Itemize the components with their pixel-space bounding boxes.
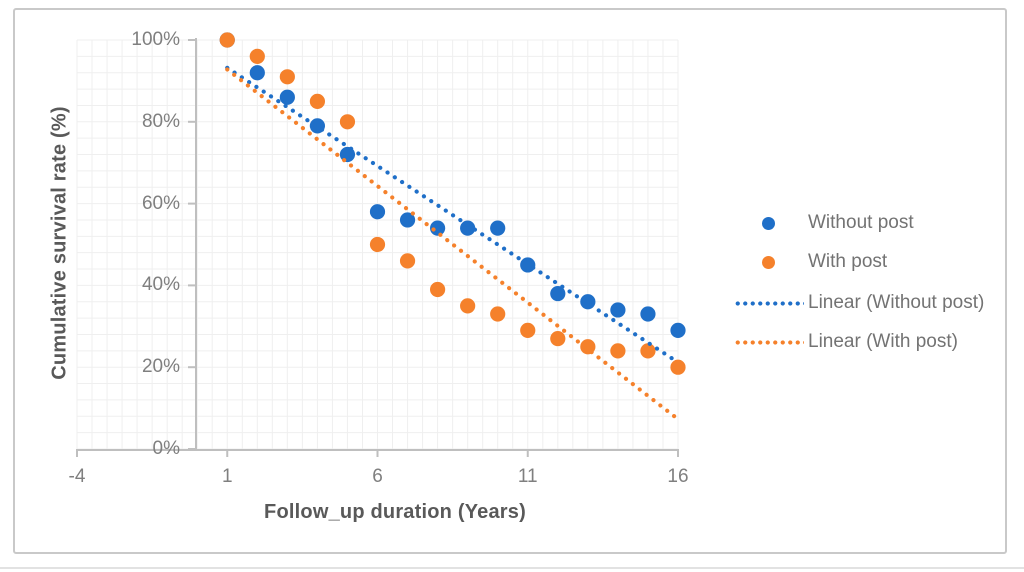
- data-point: [520, 257, 536, 273]
- y-axis-title: Cumulative survival rate (%): [48, 106, 71, 380]
- data-point: [249, 65, 265, 81]
- series-dot-icon: [762, 255, 775, 269]
- data-point: [550, 285, 566, 302]
- y-tick-label: 80%: [141, 110, 180, 132]
- data-point: [610, 302, 626, 318]
- data-point: [430, 220, 446, 236]
- legend-marker-col: [729, 300, 808, 306]
- data-point: [670, 322, 686, 338]
- y-tick-label: 40%: [141, 274, 180, 296]
- y-tick-label: 60%: [141, 192, 180, 214]
- chart-frame: [13, 8, 1007, 554]
- legend-marker-col: [729, 216, 808, 230]
- y-tick-label: 20%: [141, 356, 180, 378]
- x-tick-label: 16: [667, 466, 689, 487]
- y-tick-label: 0%: [152, 438, 180, 459]
- x-tick-label: 1: [221, 466, 233, 487]
- data-point: [490, 306, 506, 322]
- page-edge-line: [0, 567, 1024, 569]
- trendline: [225, 65, 681, 365]
- data-point: [640, 343, 656, 359]
- x-tick-label: 6: [372, 466, 383, 487]
- data-point: [219, 32, 235, 48]
- data-point: [249, 48, 265, 64]
- legend-label: Linear (Without post): [808, 292, 985, 313]
- data-point: [399, 253, 416, 269]
- data-point: [279, 89, 295, 105]
- axes: [76, 38, 679, 457]
- data-point: [309, 93, 325, 109]
- data-point: [369, 236, 386, 253]
- legend: Without post With post Linear (Without p…: [729, 0, 1009, 400]
- data-point: [520, 322, 536, 338]
- legend-label: Without post: [808, 212, 914, 233]
- legend-item-with-post: With post: [729, 249, 887, 275]
- data-point: [460, 298, 476, 314]
- data-point: [369, 204, 386, 220]
- x-tick-label: -4: [68, 466, 86, 487]
- legend-marker-col: [729, 255, 808, 269]
- data-point: [550, 330, 566, 347]
- legend-item-without-post: Without post: [729, 210, 914, 236]
- data-point: [279, 69, 295, 85]
- legend-item-linear-with-post: Linear (With post): [729, 329, 958, 355]
- data-point: [670, 359, 686, 375]
- data-point: [490, 220, 506, 236]
- data-point: [460, 220, 476, 236]
- data-point: [430, 281, 446, 298]
- data-point: [399, 212, 416, 228]
- legend-label: Linear (With post): [808, 331, 958, 352]
- legend-item-linear-without-post: Linear (Without post): [729, 290, 984, 316]
- dotted-line-icon: [733, 339, 804, 345]
- series-dot-icon: [762, 216, 775, 230]
- data-point: [610, 343, 626, 359]
- legend-label: With post: [808, 251, 888, 272]
- x-axis-title: Follow_up duration (Years): [264, 501, 526, 523]
- legend-marker-col: [729, 339, 808, 345]
- gridlines: [76, 39, 679, 450]
- x-tick-label: 11: [517, 466, 538, 487]
- dotted-line-icon: [733, 300, 804, 306]
- trendline: [225, 67, 681, 422]
- data-point: [640, 306, 656, 322]
- data-point: [339, 114, 356, 130]
- y-tick-label: 100%: [131, 29, 180, 50]
